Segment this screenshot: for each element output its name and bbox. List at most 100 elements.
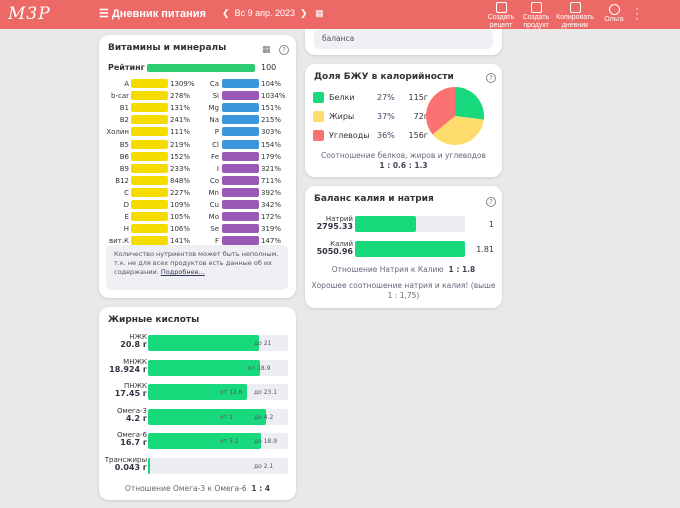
nutrient-row[interactable]: Холин 111% [99, 127, 204, 137]
nutrient-name: B6 [119, 152, 129, 161]
nutrient-row[interactable]: B12 848% [99, 175, 204, 186]
more-link[interactable]: Подробнее... [160, 268, 205, 276]
nutrient-row[interactable]: I 321% [185, 163, 290, 174]
hamburger-icon: ☰ [99, 8, 112, 20]
nutrient-row[interactable]: Si 1034% [185, 91, 290, 101]
nutrient-name: вит.К [109, 237, 129, 246]
nutrient-row[interactable]: Cl 154% [185, 139, 290, 150]
fatty-acid-label: Трансжиры 0.043 г [104, 456, 147, 472]
nutrient-percent: 154% [261, 140, 282, 149]
nutrient-row[interactable]: b-car 278% [99, 91, 204, 101]
nutrient-row[interactable]: Ca 104% [185, 79, 290, 89]
vitamins-card: Витамины и минералы ▦ ? Рейтинг 100 A 130… [99, 35, 296, 298]
nutrient-row[interactable]: B2 241% [99, 115, 204, 125]
nutrient-name: Cu [209, 201, 219, 209]
nutrient-row[interactable]: Na 215% [185, 115, 290, 125]
copy-diary-button[interactable]: Копировать дневник [555, 2, 595, 30]
nutrient-row[interactable]: Mo 172% [185, 212, 290, 222]
nutrient-bar [131, 224, 168, 234]
fatty-acid-label: ПНЖК 17.45 г [114, 382, 147, 399]
nutrient-bar [131, 127, 168, 137]
nutrient-bar [222, 175, 259, 185]
fatty-acid-row: МНЖК 18.924 г от 18.9 [99, 358, 296, 378]
nutrient-bar [222, 224, 259, 234]
create-product-button[interactable]: Создать продукт [519, 2, 553, 30]
nutrient-bar [222, 115, 259, 125]
nutrient-name: B2 [119, 116, 129, 125]
nutrient-bar [222, 187, 259, 197]
min-norm-label: от 1 [220, 413, 233, 421]
pie-slice [455, 87, 484, 120]
nutrient-name: Cl [212, 140, 219, 149]
prev-day-icon[interactable]: ❮ [222, 8, 230, 18]
nutrient-percent: 105% [170, 213, 191, 222]
nutrient-row[interactable]: Se 319% [185, 224, 290, 234]
fatty-acid-bar-fill [148, 433, 262, 450]
nutrient-bar [222, 236, 259, 246]
nutrient-row[interactable]: E 105% [99, 212, 204, 222]
macro-row: Жиры 37% 72г [313, 111, 428, 123]
nutrient-bar [222, 91, 259, 101]
nutrient-percent: 342% [261, 201, 282, 209]
nutrient-bar [131, 115, 168, 125]
create-recipe-button[interactable]: Создать рецепт [484, 2, 518, 30]
nutrient-name: H [123, 225, 129, 234]
nutrient-bar [131, 79, 168, 88]
nutrient-row[interactable]: вит.К 141% [99, 236, 204, 246]
user-button[interactable]: Ольга [599, 4, 629, 24]
table-icon[interactable]: ▦ [262, 45, 271, 55]
nutrient-percent: 233% [170, 164, 191, 173]
max-norm-label: до 2.1 [254, 463, 274, 470]
nutrient-name: A [124, 80, 129, 88]
menu-button[interactable]: ☰ Дневник питания [99, 7, 206, 20]
nutrient-row[interactable]: B5 219% [99, 139, 204, 150]
nutrient-row[interactable]: H 106% [99, 224, 204, 234]
macro-grams: 156г [408, 131, 428, 140]
nutrient-bar [222, 212, 259, 222]
nutrient-bar [131, 163, 168, 173]
nutrient-row[interactable]: Fe 179% [185, 151, 290, 162]
nutrient-name: Na [209, 116, 219, 125]
nutrient-bar [131, 212, 168, 222]
nutrient-row[interactable]: C 227% [99, 187, 204, 198]
calendar-icon[interactable]: ▦ [315, 8, 324, 18]
nutrient-row[interactable]: D 109% [99, 200, 204, 210]
nutrient-row[interactable]: P 303% [185, 127, 290, 137]
nutrient-row[interactable]: Mn 392% [185, 187, 290, 198]
more-icon[interactable]: · · · [635, 1, 639, 25]
nutrient-row[interactable]: B1 131% [99, 103, 204, 113]
macro-name: Белки [329, 93, 355, 102]
nutrient-row[interactable]: B9 233% [99, 163, 204, 174]
nutrient-percent: 172% [261, 213, 282, 222]
nutrient-percent: 1309% [170, 80, 195, 88]
nutrient-row[interactable]: F 147% [185, 236, 290, 246]
nutrient-row[interactable]: Co 711% [185, 175, 290, 186]
nutrient-name: I [216, 164, 219, 173]
current-date[interactable]: Вс 9 апр. 2023 [234, 8, 295, 18]
logo[interactable]: М3Р [8, 4, 51, 24]
macro-name: Углеводы [329, 131, 370, 140]
next-day-icon[interactable]: ❯ [300, 8, 308, 18]
nutrient-percent: 109% [170, 201, 191, 209]
nutrient-row[interactable]: B6 152% [99, 151, 204, 162]
fatty-acid-bar-fill [148, 359, 260, 376]
nutrient-percent: 711% [261, 176, 282, 185]
nutrient-name: Si [212, 92, 219, 101]
fatty-acid-label: МНЖК 18.924 г [109, 357, 147, 374]
nutrient-name: Mn [208, 188, 219, 197]
help-icon[interactable]: ? [486, 73, 496, 83]
nutrient-row[interactable]: Mg 151% [185, 103, 290, 113]
max-norm-label: до 4.2 [254, 413, 274, 421]
nutrient-row[interactable]: Cu 342% [185, 200, 290, 210]
nutrient-percent: 111% [170, 128, 191, 137]
nutrient-name: b-car [111, 92, 129, 101]
help-icon[interactable]: ? [279, 45, 289, 55]
nutrient-row[interactable]: A 1309% [99, 79, 204, 89]
nutrient-name: E [124, 213, 129, 222]
nutrient-name: D [123, 201, 129, 209]
fatty-acid-bar: от 12.6 до 23.1 [148, 384, 288, 401]
rating-value: 100 [261, 63, 277, 72]
nutrient-percent: 131% [170, 104, 191, 113]
help-icon[interactable]: ? [486, 197, 496, 207]
kna-bar-fill [355, 216, 416, 232]
